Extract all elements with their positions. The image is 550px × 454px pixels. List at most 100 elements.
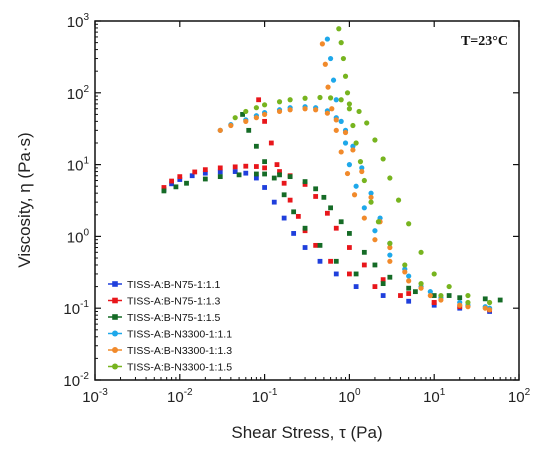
data-point — [253, 143, 259, 149]
data-point — [333, 127, 339, 133]
data-point — [431, 293, 437, 298]
data-point — [333, 271, 339, 277]
data-point — [262, 185, 267, 190]
data-point — [353, 140, 359, 146]
data-point — [431, 302, 437, 308]
data-point — [302, 245, 308, 250]
data-point — [232, 169, 238, 174]
series-5 — [217, 41, 493, 313]
data-point — [356, 108, 362, 115]
data-point — [406, 291, 412, 296]
data-point — [457, 302, 463, 308]
data-point — [295, 213, 301, 219]
legend-item: TISS-A:B-N3300-1:1.1 — [108, 329, 232, 341]
data-point — [427, 289, 433, 295]
data-point — [243, 118, 249, 124]
data-point — [319, 41, 325, 47]
data-point — [321, 194, 327, 200]
data-point — [253, 175, 259, 181]
data-point — [281, 215, 287, 221]
data-point — [243, 170, 249, 176]
series-layer — [161, 26, 503, 314]
legend-marker — [112, 297, 118, 304]
data-point — [361, 262, 367, 268]
data-point — [350, 143, 356, 149]
data-point — [418, 281, 424, 287]
data-point — [276, 99, 283, 105]
data-point — [465, 304, 471, 310]
data-point — [372, 137, 378, 143]
legend-item: TISS-A:B-N75-1:1.5 — [108, 312, 221, 324]
data-point — [202, 167, 208, 173]
legend-marker — [112, 347, 118, 353]
data-point — [161, 185, 167, 190]
data-point — [329, 106, 335, 112]
data-point — [276, 108, 283, 115]
data-point — [340, 55, 347, 62]
data-point — [169, 178, 174, 184]
data-point — [368, 194, 374, 200]
data-point — [253, 115, 259, 121]
data-point — [338, 97, 344, 103]
legend-label: TISS-A:B-N75-1:1.3 — [127, 296, 221, 308]
data-point — [346, 101, 352, 107]
data-point — [353, 271, 359, 277]
data-point — [387, 258, 393, 264]
data-point — [328, 258, 333, 264]
data-point — [177, 177, 183, 182]
data-point — [274, 162, 280, 167]
data-point — [333, 225, 339, 231]
data-point — [313, 194, 319, 199]
data-point — [291, 231, 297, 236]
data-point — [359, 165, 365, 171]
data-point — [324, 210, 330, 216]
data-point — [438, 292, 444, 299]
data-point — [302, 179, 308, 184]
y-tick-label: 102 — [67, 84, 90, 103]
legend-item: TISS-A:B-N3300-1:1.5 — [108, 362, 232, 374]
data-point — [350, 147, 356, 153]
data-point — [313, 107, 319, 113]
data-point — [375, 219, 382, 225]
data-point — [302, 181, 308, 187]
y-tick-label: 103 — [67, 12, 90, 31]
legend-label: TISS-A:B-N3300-1:1.5 — [127, 362, 232, 374]
data-point — [281, 180, 287, 186]
data-point — [287, 107, 293, 113]
data-point — [418, 285, 424, 291]
data-point — [372, 262, 378, 268]
data-point — [406, 221, 412, 227]
data-point — [262, 111, 268, 118]
data-point — [344, 90, 351, 96]
data-point — [302, 106, 308, 112]
data-point — [327, 55, 334, 62]
data-point — [446, 283, 452, 290]
legend-marker — [112, 363, 118, 370]
data-point — [347, 231, 352, 236]
legend-label: TISS-A:B-N75-1:1.1 — [127, 279, 221, 291]
data-point — [324, 110, 330, 116]
legend-marker — [112, 281, 118, 287]
data-point — [486, 307, 493, 313]
data-point — [412, 289, 418, 295]
legend: TISS-A:B-N75-1:1.1 TISS-A:B-N75-1:1.3 TISS… — [108, 279, 232, 374]
plot-frame — [94, 20, 520, 381]
data-point — [253, 105, 259, 111]
data-point — [361, 177, 367, 184]
data-point — [262, 159, 267, 165]
data-point — [246, 127, 252, 133]
data-point — [465, 299, 471, 306]
axis-ticks: 10-3 10-2 10-1 100 101 10210-210-110010110210… — [63, 12, 530, 406]
data-point — [338, 40, 344, 46]
data-point — [173, 184, 179, 190]
x-tick-label: 10-1 — [252, 387, 278, 406]
data-point — [387, 240, 393, 246]
data-point — [302, 225, 308, 231]
data-point — [328, 205, 333, 211]
legend-item: TISS-A:B-N75-1:1.1 — [108, 279, 221, 291]
data-point — [338, 118, 344, 124]
data-point — [482, 305, 488, 311]
data-point — [333, 117, 339, 123]
x-axis-title: Shear Stress, τ (Pa) — [231, 423, 382, 442]
series-6 — [232, 26, 493, 306]
